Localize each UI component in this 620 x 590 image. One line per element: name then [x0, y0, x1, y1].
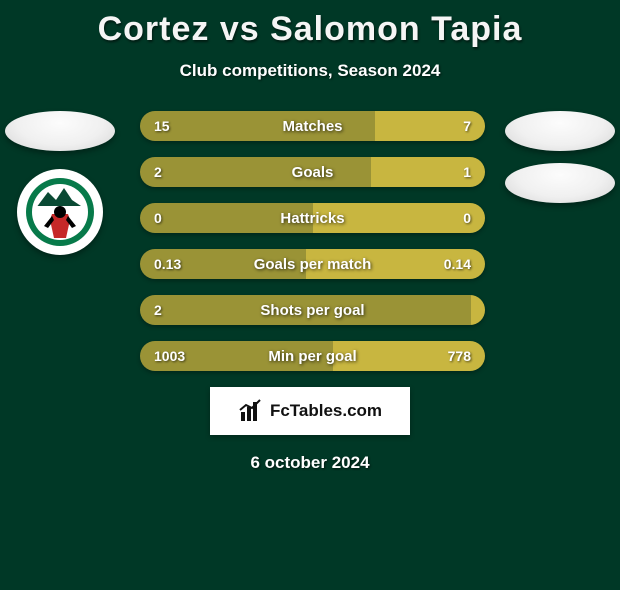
brand-text: FcTables.com: [270, 401, 382, 421]
comparison-stage: 157Matches21Goals00Hattricks0.130.14Goal…: [0, 111, 620, 371]
left-player-col: [0, 111, 120, 255]
stat-right-value: 1: [463, 164, 471, 180]
right-player-col: [500, 111, 620, 215]
stat-right-value: 778: [448, 348, 471, 364]
stat-left-value: 15: [154, 118, 170, 134]
stat-left-value: 0.13: [154, 256, 181, 272]
stat-row: 21Goals: [140, 157, 485, 187]
stat-left-value: 0: [154, 210, 162, 226]
stat-left-seg: 0.13: [140, 249, 306, 279]
right-player-avatar-1: [505, 111, 615, 151]
stat-row: 1003778Min per goal: [140, 341, 485, 371]
stat-left-value: 2: [154, 164, 162, 180]
stat-right-seg: 0.14: [306, 249, 485, 279]
page-title: Cortez vs Salomon Tapia: [0, 10, 620, 49]
stat-right-seg: 778: [333, 341, 485, 371]
stat-left-value: 1003: [154, 348, 185, 364]
stat-left-seg: 0: [140, 203, 313, 233]
stat-row: 0.130.14Goals per match: [140, 249, 485, 279]
stat-left-seg: 15: [140, 111, 375, 141]
stat-right-value: 0.14: [444, 256, 471, 272]
stat-right-value: 0: [463, 210, 471, 226]
stat-left-seg: 1003: [140, 341, 333, 371]
stat-right-seg: 1: [371, 157, 485, 187]
date-text: 6 october 2024: [0, 453, 620, 473]
stat-right-seg: [471, 295, 485, 325]
stat-row: 00Hattricks: [140, 203, 485, 233]
subtitle: Club competitions, Season 2024: [0, 61, 620, 81]
stats-bars: 157Matches21Goals00Hattricks0.130.14Goal…: [140, 111, 485, 371]
brand-box: FcTables.com: [210, 387, 410, 435]
stat-left-value: 2: [154, 302, 162, 318]
stat-left-seg: 2: [140, 295, 471, 325]
stat-row: 2Shots per goal: [140, 295, 485, 325]
left-club-logo: [17, 169, 103, 255]
left-player-avatar: [5, 111, 115, 151]
stat-row: 157Matches: [140, 111, 485, 141]
stat-left-seg: 2: [140, 157, 371, 187]
club-logo-svg: [22, 174, 98, 250]
right-player-avatar-2: [505, 163, 615, 203]
stat-right-value: 7: [463, 118, 471, 134]
brand-chart-icon: [238, 398, 264, 424]
stat-right-seg: 0: [313, 203, 486, 233]
stat-right-seg: 7: [375, 111, 485, 141]
